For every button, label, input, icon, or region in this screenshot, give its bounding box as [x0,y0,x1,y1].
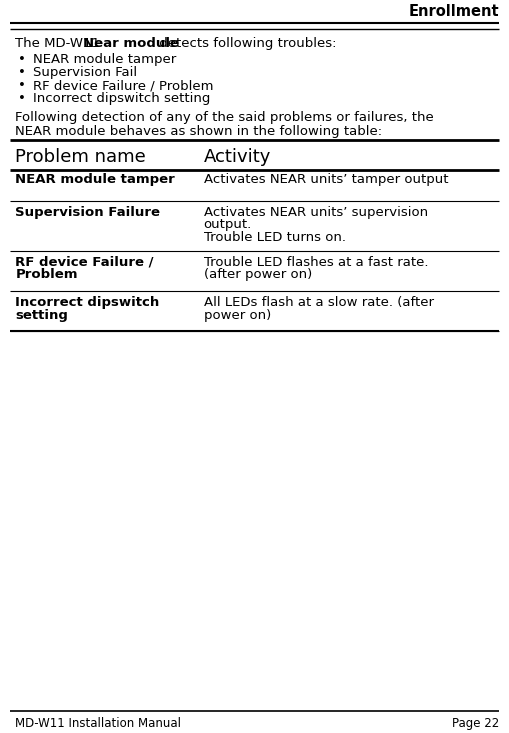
Text: Trouble LED flashes at a fast rate.: Trouble LED flashes at a fast rate. [204,256,428,269]
Text: RF device Failure /: RF device Failure / [15,256,154,269]
Text: NEAR module tamper: NEAR module tamper [33,53,176,66]
Text: detects following troubles:: detects following troubles: [155,37,337,51]
Text: MD-W11 Installation Manual: MD-W11 Installation Manual [15,717,181,730]
Text: RF device Failure / Problem: RF device Failure / Problem [33,79,214,92]
Text: Activates NEAR units’ tamper output: Activates NEAR units’ tamper output [204,173,448,186]
Text: Following detection of any of the said problems or failures, the: Following detection of any of the said p… [15,111,434,125]
Text: (after power on): (after power on) [204,268,312,281]
Text: Activity: Activity [204,148,271,166]
Text: output.: output. [204,218,252,232]
Text: Supervision Failure: Supervision Failure [15,206,160,219]
Text: •: • [18,79,25,92]
Text: Near module: Near module [83,37,180,51]
Text: The MD-W11: The MD-W11 [15,37,104,51]
Text: Trouble LED turns on.: Trouble LED turns on. [204,231,346,244]
Text: Enrollment: Enrollment [408,4,499,19]
Text: Problem name: Problem name [15,148,146,166]
Text: setting: setting [15,309,68,322]
Text: Page 22: Page 22 [451,717,499,730]
Text: Supervision Fail: Supervision Fail [33,66,137,79]
Text: power on): power on) [204,309,271,322]
Text: •: • [18,66,25,79]
Text: •: • [18,53,25,66]
Text: All LEDs flash at a slow rate. (after: All LEDs flash at a slow rate. (after [204,296,434,309]
Text: Problem: Problem [15,268,78,281]
Text: Activates NEAR units’ supervision: Activates NEAR units’ supervision [204,206,428,219]
Text: •: • [18,92,25,106]
Text: NEAR module behaves as shown in the following table:: NEAR module behaves as shown in the foll… [15,125,382,138]
Text: Incorrect dipswitch setting: Incorrect dipswitch setting [33,92,210,106]
Text: NEAR module tamper: NEAR module tamper [15,173,175,186]
Text: Incorrect dipswitch: Incorrect dipswitch [15,296,159,309]
